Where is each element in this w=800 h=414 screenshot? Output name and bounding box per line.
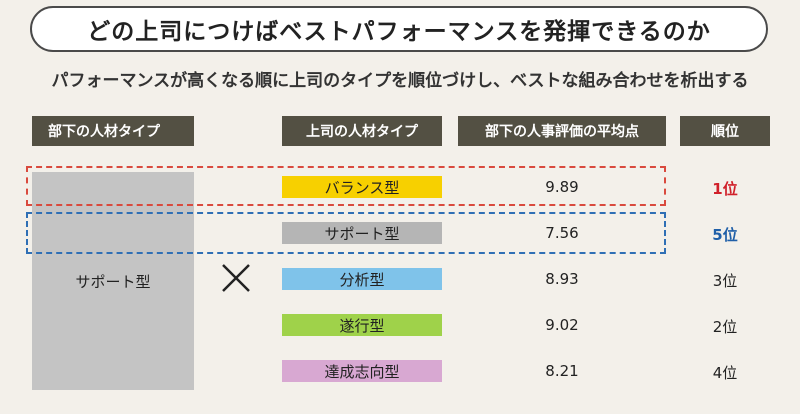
average-score: 8.21	[545, 362, 579, 380]
boss-type-badge: サポート型	[282, 222, 442, 244]
rank-value: 1位	[712, 180, 738, 198]
subordinate-type-box: サポート型	[32, 172, 194, 390]
boss-type-badge: バランス型	[282, 176, 442, 198]
boss-type-badge: 分析型	[282, 268, 442, 290]
boss-type-badge: 達成志向型	[282, 360, 442, 382]
subtitle: パフォーマンスが高くなる順に上司のタイプを順位づけし、ベストな組み合わせを析出す…	[51, 71, 749, 91]
rank-value: 4位	[712, 364, 738, 382]
rank-value: 2位	[712, 318, 738, 336]
header-boss-type: 上司の人材タイプ	[282, 116, 442, 146]
rank-value: 3位	[712, 272, 738, 290]
average-score: 7.56	[545, 224, 579, 242]
average-score: 8.93	[545, 270, 579, 288]
rank-value: 5位	[712, 226, 738, 244]
header-subordinate-type: 部下の人材タイプ	[32, 116, 194, 146]
average-score: 9.02	[545, 316, 579, 334]
average-score: 9.89	[545, 178, 579, 196]
header-average-score: 部下の人事評価の平均点	[458, 116, 666, 146]
header-rank: 順位	[680, 116, 770, 146]
subordinate-type-label: サポート型	[75, 272, 151, 291]
multiply-icon	[222, 264, 250, 292]
boss-type-badge: 遂行型	[282, 314, 442, 336]
page-title: どの上司につけばベストパフォーマンスを発揮できるのか	[30, 6, 768, 52]
